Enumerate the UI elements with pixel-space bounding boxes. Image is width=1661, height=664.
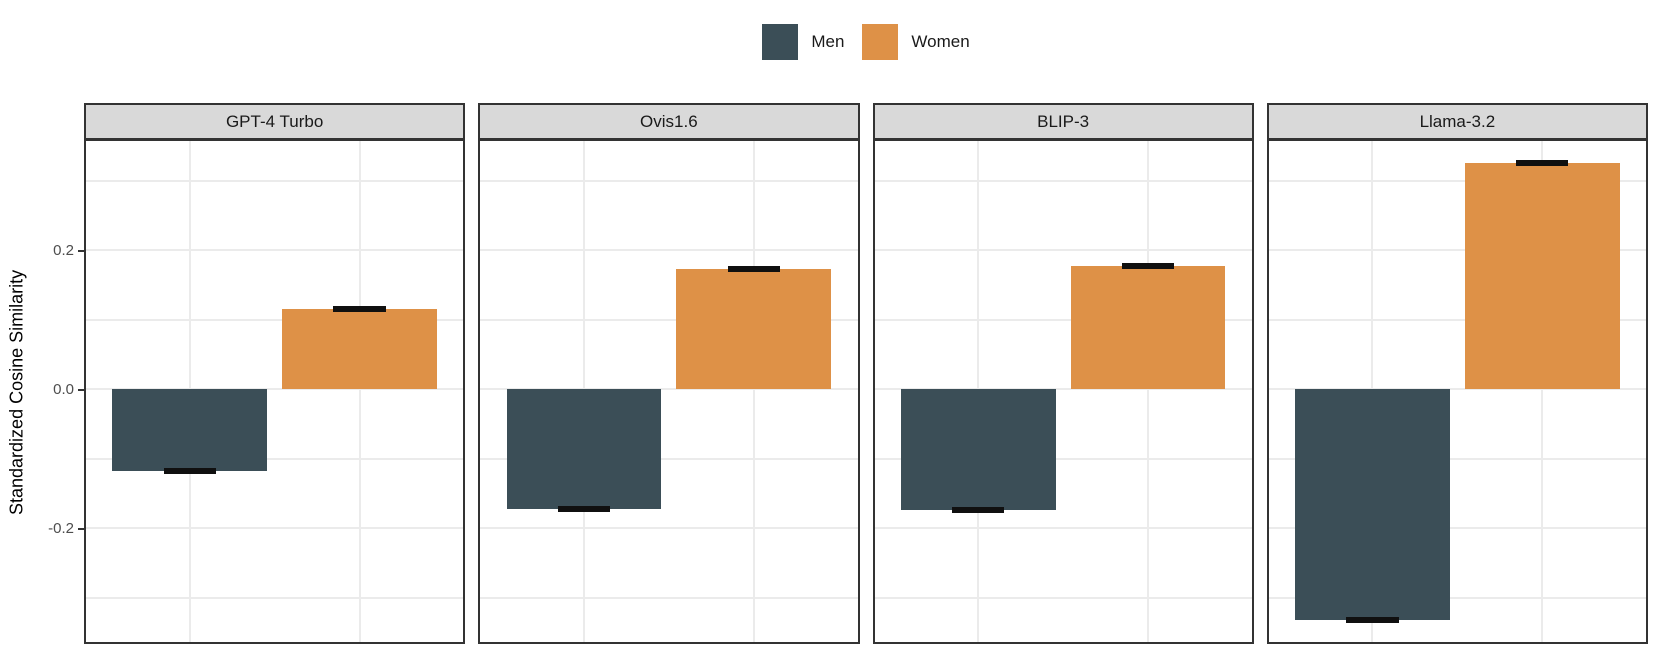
legend-swatch-men xyxy=(762,24,799,60)
gridline-horizontal xyxy=(874,457,1252,460)
y-tick-mark xyxy=(78,250,85,252)
gridline-vertical xyxy=(1147,141,1149,642)
error-bar-women-gpt-4-turbo xyxy=(333,306,386,313)
gridline-horizontal xyxy=(874,388,1252,390)
legend-label: Women xyxy=(911,32,970,51)
gridline-horizontal xyxy=(86,457,464,460)
gridline-horizontal xyxy=(86,249,464,251)
plot-area-blip-3 xyxy=(872,139,1254,644)
gridline-horizontal xyxy=(86,179,464,182)
error-bar-men-ovis1-6 xyxy=(557,506,610,513)
error-bar-men-gpt-4-turbo xyxy=(163,468,216,474)
gridline-vertical xyxy=(752,141,755,642)
legend-item-men: Men xyxy=(762,24,844,60)
gridline-horizontal xyxy=(1268,318,1646,321)
gridline-horizontal xyxy=(1268,249,1646,251)
error-bar-women-blip-3 xyxy=(1121,262,1175,269)
facet-title: Llama-3.2 xyxy=(1266,103,1648,140)
error-bar-women-llama-3-2 xyxy=(1516,160,1569,167)
gridline-horizontal xyxy=(480,249,858,251)
gridline-horizontal xyxy=(86,318,464,321)
facet-title: BLIP-3 xyxy=(872,103,1254,140)
gridline-horizontal xyxy=(480,596,858,599)
bar-women-gpt-4-turbo xyxy=(282,309,437,389)
legend-label: Men xyxy=(811,32,845,51)
gridline-horizontal xyxy=(480,179,858,182)
error-bar-men-llama-3-2 xyxy=(1346,616,1399,623)
y-tick-mark xyxy=(78,528,85,530)
gridline-horizontal xyxy=(874,596,1252,599)
error-bar-men-blip-3 xyxy=(952,506,1005,513)
facet-title: Ovis1.6 xyxy=(478,103,860,140)
facet-title: GPT-4 Turbo xyxy=(84,103,466,140)
legend: Men Women xyxy=(84,20,1648,64)
legend-swatch-women xyxy=(862,24,899,60)
bar-women-blip-3 xyxy=(1070,265,1226,389)
gridline-horizontal xyxy=(86,527,464,529)
gridline-horizontal xyxy=(874,527,1252,529)
gridline-horizontal xyxy=(480,457,858,460)
y-tick-mark xyxy=(78,389,85,391)
gridline-vertical xyxy=(358,141,361,642)
y-tick-label: 0.0 xyxy=(53,381,74,398)
facet-panel-blip-3: BLIP-3 xyxy=(872,103,1254,644)
plot-area-llama-3-2 xyxy=(1266,139,1648,644)
gridline-horizontal xyxy=(480,318,858,321)
plot-area-ovis1-6 xyxy=(478,139,860,644)
gridline-horizontal xyxy=(1268,596,1646,599)
y-tick-label: -0.2 xyxy=(48,520,74,537)
bar-women-llama-3-2 xyxy=(1464,163,1620,389)
facet-panel-ovis1-6: Ovis1.6 xyxy=(478,103,860,644)
gridline-horizontal xyxy=(480,388,858,390)
gridline-horizontal xyxy=(86,596,464,599)
gridline-horizontal xyxy=(480,527,858,529)
bar-men-gpt-4-turbo xyxy=(112,389,268,471)
bar-men-blip-3 xyxy=(900,389,1056,510)
gridline-horizontal xyxy=(874,318,1252,321)
bar-women-ovis1-6 xyxy=(676,268,832,389)
error-bar-women-ovis1-6 xyxy=(727,265,780,272)
gridline-horizontal xyxy=(874,249,1252,251)
facet-panels: GPT-4 Turbo Ovis1.6 BLIP-3 Llama-3.2 xyxy=(84,103,1648,644)
plot-area-gpt-4-turbo xyxy=(84,139,466,644)
gridline-horizontal xyxy=(1268,388,1646,390)
bar-men-ovis1-6 xyxy=(506,389,662,510)
bar-men-llama-3-2 xyxy=(1295,389,1450,620)
gridline-horizontal xyxy=(1268,179,1646,182)
gridline-horizontal xyxy=(86,388,464,390)
y-tick-label: 0.2 xyxy=(53,242,74,259)
facet-panel-gpt-4-turbo: GPT-4 Turbo xyxy=(84,103,466,644)
gridline-horizontal xyxy=(1268,527,1646,529)
gridline-vertical xyxy=(1541,141,1544,642)
gridline-horizontal xyxy=(1268,457,1646,460)
facet-panel-llama-3-2: Llama-3.2 xyxy=(1266,103,1648,644)
legend-item-women: Women xyxy=(862,24,970,60)
gridline-horizontal xyxy=(874,179,1252,182)
